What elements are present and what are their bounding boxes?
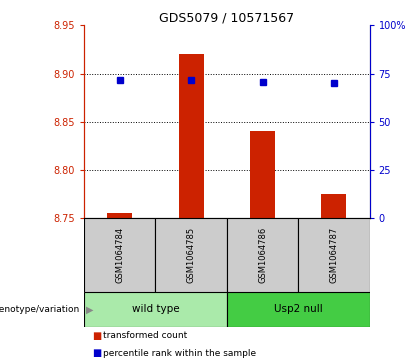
Bar xyxy=(250,131,275,218)
Text: wild type: wild type xyxy=(131,305,179,314)
Text: Usp2 null: Usp2 null xyxy=(274,305,323,314)
Text: ■: ■ xyxy=(92,331,102,341)
Bar xyxy=(227,292,370,327)
Bar xyxy=(84,218,155,292)
Text: transformed count: transformed count xyxy=(103,331,187,340)
Text: ▶: ▶ xyxy=(86,305,94,314)
Bar xyxy=(227,218,298,292)
Text: ■: ■ xyxy=(92,348,102,358)
Text: GSM1064787: GSM1064787 xyxy=(329,227,339,283)
Bar xyxy=(298,218,370,292)
Bar xyxy=(178,54,204,218)
Text: genotype/variation: genotype/variation xyxy=(0,305,80,314)
Title: GDS5079 / 10571567: GDS5079 / 10571567 xyxy=(159,11,294,24)
Text: GSM1064784: GSM1064784 xyxy=(115,227,124,283)
Bar xyxy=(155,218,227,292)
Bar xyxy=(84,292,227,327)
Text: GSM1064785: GSM1064785 xyxy=(186,227,196,283)
Text: GSM1064786: GSM1064786 xyxy=(258,227,267,283)
Text: percentile rank within the sample: percentile rank within the sample xyxy=(103,349,256,358)
Bar xyxy=(107,213,132,218)
Bar xyxy=(321,194,346,218)
